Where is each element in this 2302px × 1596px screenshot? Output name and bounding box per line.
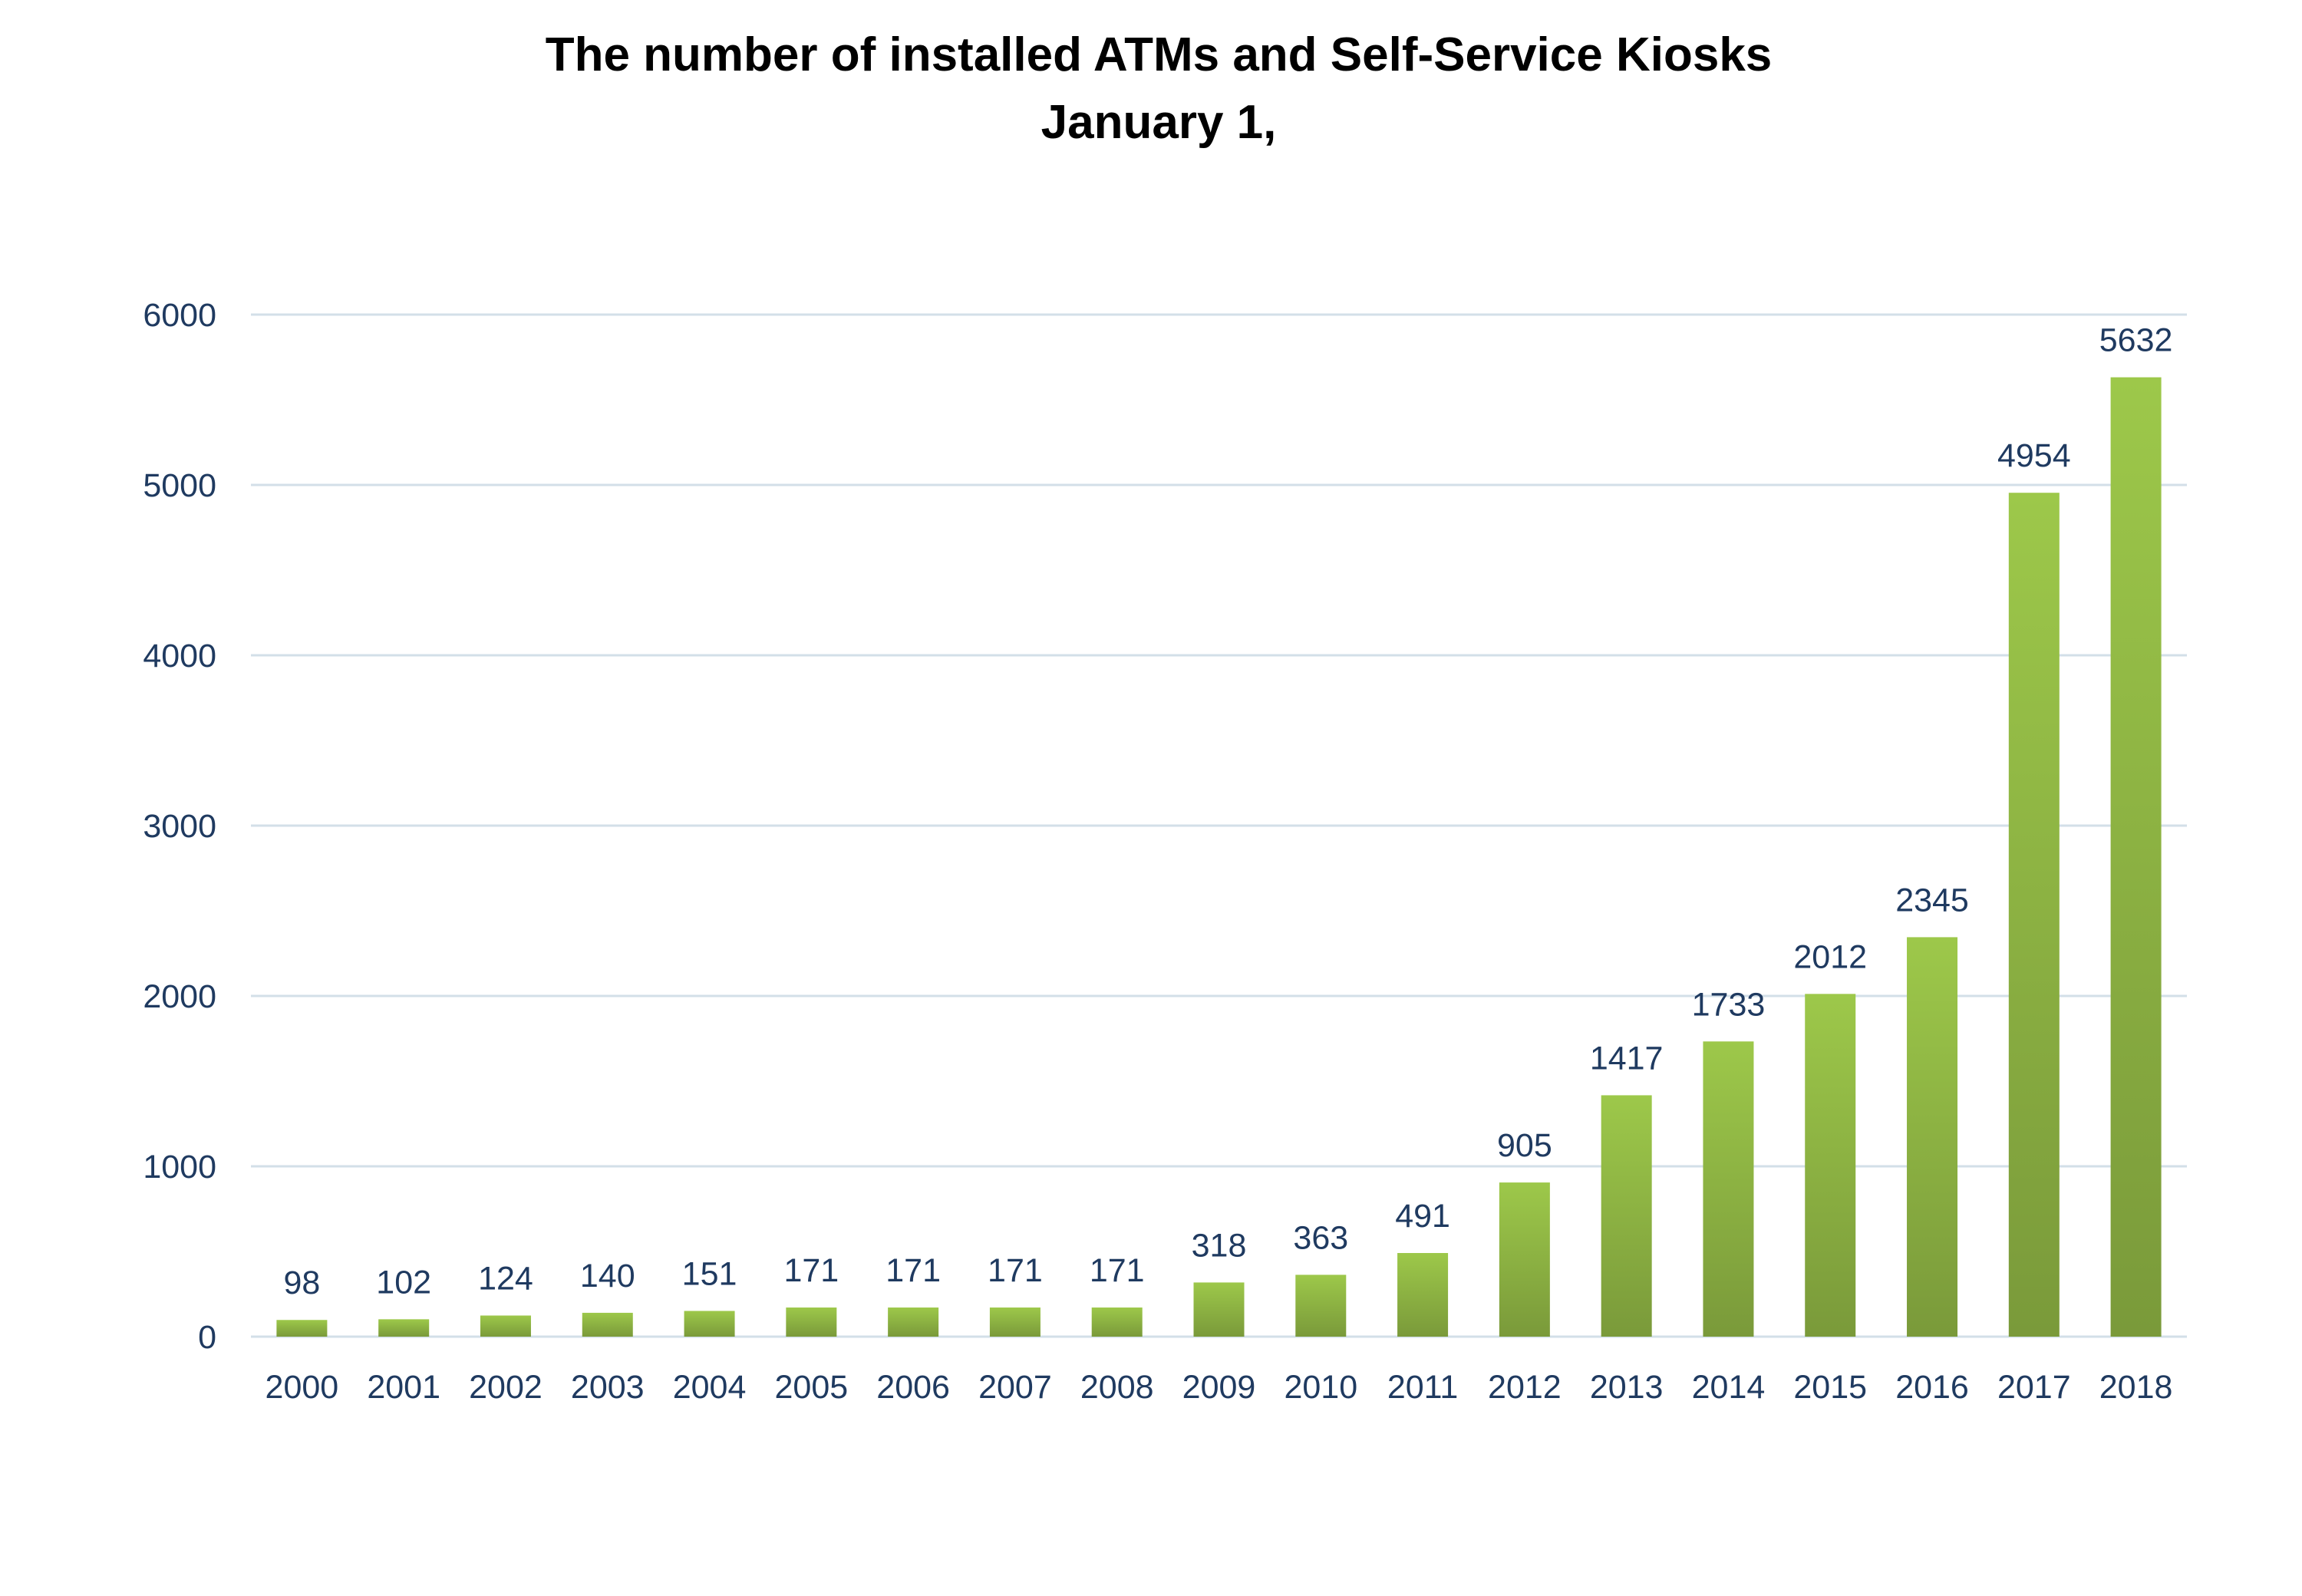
bar [989,1307,1041,1337]
bar [378,1319,430,1337]
x-axis-ticks: 2000 2001 2002 2003 2004 2005 2006 2007 2008 2009… [265,1369,2173,1406]
x-tick-label: 2004 [673,1369,747,1406]
bar [1295,1274,1347,1337]
y-tick-label: 3000 [143,808,216,845]
data-label: 98 [283,1265,320,1301]
data-label: 171 [783,1252,839,1289]
bar [786,1307,837,1337]
y-tick-label: 4000 [143,638,216,674]
x-tick-label: 2000 [265,1369,339,1406]
data-label: 363 [1293,1219,1348,1256]
bar [1601,1095,1652,1337]
data-label: 171 [886,1252,941,1289]
bar [888,1307,939,1337]
bar [480,1315,531,1337]
bar [1907,937,1958,1337]
x-tick-label: 2013 [1590,1369,1664,1406]
bar [1499,1182,1550,1337]
data-label: 2012 [1793,938,1867,975]
bar [1703,1041,1754,1337]
data-label: 318 [1192,1227,1247,1264]
data-label: 171 [988,1252,1043,1289]
x-tick-label: 2009 [1182,1369,1256,1406]
y-tick-label: 0 [198,1319,216,1356]
x-tick-label: 2001 [367,1369,440,1406]
bar [1805,994,1856,1337]
x-tick-label: 2007 [978,1369,1052,1406]
x-tick-label: 2016 [1895,1369,1969,1406]
data-label: 171 [1090,1252,1145,1289]
x-tick-label: 2012 [1488,1369,1562,1406]
y-tick-label: 5000 [143,467,216,504]
data-label: 1417 [1590,1040,1664,1077]
x-tick-label: 2002 [469,1369,543,1406]
y-tick-label: 6000 [143,297,216,334]
chart-subtitle: January 1, [1041,96,1277,149]
x-tick-label: 2008 [1080,1369,1154,1406]
bar [1091,1307,1143,1337]
bar [2110,377,2162,1337]
y-axis-ticks: 0 1000 2000 3000 4000 5000 6000 [143,297,216,1356]
bar [1397,1252,1449,1337]
data-label: 2345 [1895,882,1969,918]
x-tick-label: 2015 [1793,1369,1867,1406]
x-tick-label: 2011 [1387,1369,1458,1406]
data-label: 5632 [2099,322,2173,359]
data-label: 124 [478,1260,533,1297]
x-tick-label: 2018 [2099,1369,2173,1406]
x-tick-label: 2006 [876,1369,950,1406]
data-label: 4954 [1997,437,2071,474]
bar [276,1320,328,1337]
chart-title-block: The number of installed ATMs and Self-Se… [0,21,2302,157]
x-tick-label: 2017 [1997,1369,2071,1406]
data-label: 151 [682,1255,737,1292]
data-labels: 98 102 124 140 151 171 171 171 171 318 363 491 905 14… [283,322,2172,1302]
bar [2008,493,2060,1337]
x-tick-label: 2005 [775,1369,849,1406]
data-label: 491 [1395,1198,1450,1235]
bar [582,1312,633,1337]
x-tick-label: 2014 [1692,1369,1766,1406]
data-label: 140 [580,1258,635,1294]
bar [684,1311,735,1337]
bars [276,377,2162,1337]
data-label: 102 [376,1264,431,1301]
y-tick-label: 1000 [143,1149,216,1185]
bar [1193,1282,1245,1337]
data-label: 1733 [1692,986,1766,1023]
gridlines [251,313,2187,1338]
y-tick-label: 2000 [143,978,216,1015]
chart-title: The number of installed ATMs and Self-Se… [545,28,1773,81]
x-tick-label: 2010 [1284,1369,1357,1406]
x-tick-label: 2003 [571,1369,645,1406]
data-label: 905 [1497,1127,1552,1164]
